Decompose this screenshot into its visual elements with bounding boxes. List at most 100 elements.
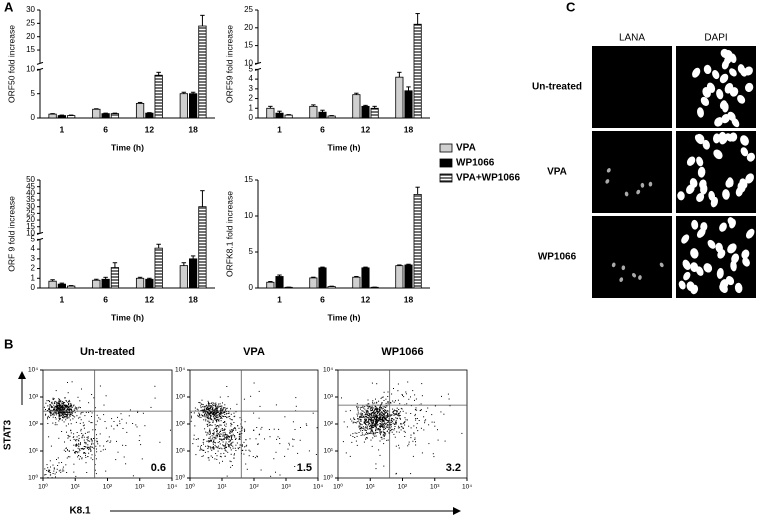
event-dot bbox=[371, 420, 373, 422]
event-dot bbox=[85, 442, 87, 444]
event-dot bbox=[220, 408, 222, 410]
event-dot bbox=[378, 449, 380, 451]
event-dot bbox=[395, 421, 397, 423]
bar bbox=[395, 76, 404, 119]
event-dot bbox=[229, 439, 231, 441]
event-dot bbox=[397, 427, 399, 429]
event-dot bbox=[210, 440, 212, 442]
event-dot bbox=[205, 409, 207, 411]
event-dot bbox=[74, 412, 76, 414]
event-dot bbox=[223, 438, 225, 440]
event-dot bbox=[209, 414, 211, 416]
event-dot bbox=[204, 406, 206, 408]
event-dot bbox=[62, 415, 64, 417]
event-dot bbox=[235, 439, 237, 440]
event-dot bbox=[388, 420, 390, 422]
event-dot bbox=[237, 432, 239, 433]
event-dot bbox=[365, 426, 367, 428]
event-dot bbox=[47, 467, 49, 469]
event-dot bbox=[374, 402, 376, 404]
event-dot bbox=[60, 411, 62, 413]
event-dot bbox=[362, 414, 364, 416]
event-dot bbox=[207, 420, 209, 422]
event-dot bbox=[380, 414, 382, 416]
event-dot bbox=[226, 413, 228, 415]
event-dot bbox=[70, 405, 72, 407]
x-tick-label: 10³ bbox=[135, 484, 145, 491]
event-dot bbox=[213, 413, 215, 415]
event-dot bbox=[216, 416, 218, 418]
event-dot bbox=[95, 445, 97, 447]
nucleus bbox=[729, 53, 737, 64]
event-dot bbox=[363, 407, 365, 409]
event-dot bbox=[222, 402, 223, 404]
event-dot bbox=[368, 432, 370, 434]
event-dot bbox=[241, 426, 243, 428]
event-dot bbox=[77, 452, 79, 454]
event-dot bbox=[365, 427, 367, 429]
event-dot bbox=[227, 412, 229, 414]
event-dot bbox=[85, 454, 86, 456]
event-dot bbox=[45, 409, 46, 410]
bar bbox=[327, 115, 336, 119]
event-dot bbox=[353, 417, 355, 419]
event-dot bbox=[216, 431, 217, 433]
event-dot bbox=[64, 402, 66, 404]
event-dot bbox=[215, 446, 217, 448]
event-dot bbox=[51, 406, 53, 408]
event-dot bbox=[64, 404, 66, 406]
event-dot bbox=[373, 423, 375, 425]
event-dot bbox=[58, 414, 60, 416]
event-dot bbox=[68, 403, 69, 405]
event-dot bbox=[357, 409, 359, 411]
legend-label: VPA bbox=[456, 143, 476, 154]
event-dot bbox=[387, 391, 389, 393]
event-dot bbox=[74, 450, 76, 452]
event-dot bbox=[373, 417, 375, 419]
event-dot bbox=[69, 405, 71, 407]
event-dot bbox=[379, 405, 381, 407]
x-tick-label: 10¹ bbox=[366, 484, 376, 491]
event-dot bbox=[58, 415, 60, 417]
event-dot bbox=[355, 440, 357, 442]
event-dot bbox=[415, 444, 417, 446]
event-dot bbox=[373, 424, 375, 426]
event-dot bbox=[219, 441, 220, 443]
plot-title: WP1066 bbox=[381, 346, 423, 358]
event-dot bbox=[401, 394, 403, 395]
y-tick-label: 5 bbox=[31, 89, 36, 98]
event-dot bbox=[57, 405, 58, 407]
event-dot bbox=[211, 435, 213, 437]
event-dot bbox=[105, 395, 107, 397]
event-dot bbox=[372, 417, 374, 418]
event-dot bbox=[61, 412, 63, 414]
event-dot bbox=[370, 419, 372, 421]
x-tick-label: 10¹ bbox=[217, 484, 227, 491]
event-dot bbox=[215, 413, 217, 415]
event-dot bbox=[393, 419, 395, 421]
event-dot bbox=[252, 456, 254, 457]
event-dot bbox=[376, 421, 378, 423]
event-dot bbox=[369, 416, 371, 418]
y-tick-label: 3 bbox=[31, 254, 36, 263]
event-dot bbox=[208, 413, 210, 415]
event-dot bbox=[230, 425, 232, 427]
event-dot bbox=[66, 409, 67, 411]
event-dot bbox=[84, 442, 86, 444]
event-dot bbox=[63, 409, 65, 411]
event-dot bbox=[52, 422, 54, 424]
event-dot bbox=[207, 406, 209, 408]
event-dot bbox=[91, 443, 92, 445]
event-dot bbox=[72, 418, 74, 420]
event-dot bbox=[358, 418, 360, 420]
event-dot bbox=[59, 412, 61, 414]
event-dot bbox=[415, 419, 417, 421]
event-dot bbox=[362, 415, 364, 417]
bar bbox=[179, 265, 188, 289]
event-dot bbox=[207, 412, 209, 414]
event-dot bbox=[361, 406, 363, 408]
bar bbox=[101, 113, 110, 119]
event-dot bbox=[432, 453, 434, 455]
event-dot bbox=[200, 403, 202, 405]
event-dot bbox=[237, 447, 239, 449]
